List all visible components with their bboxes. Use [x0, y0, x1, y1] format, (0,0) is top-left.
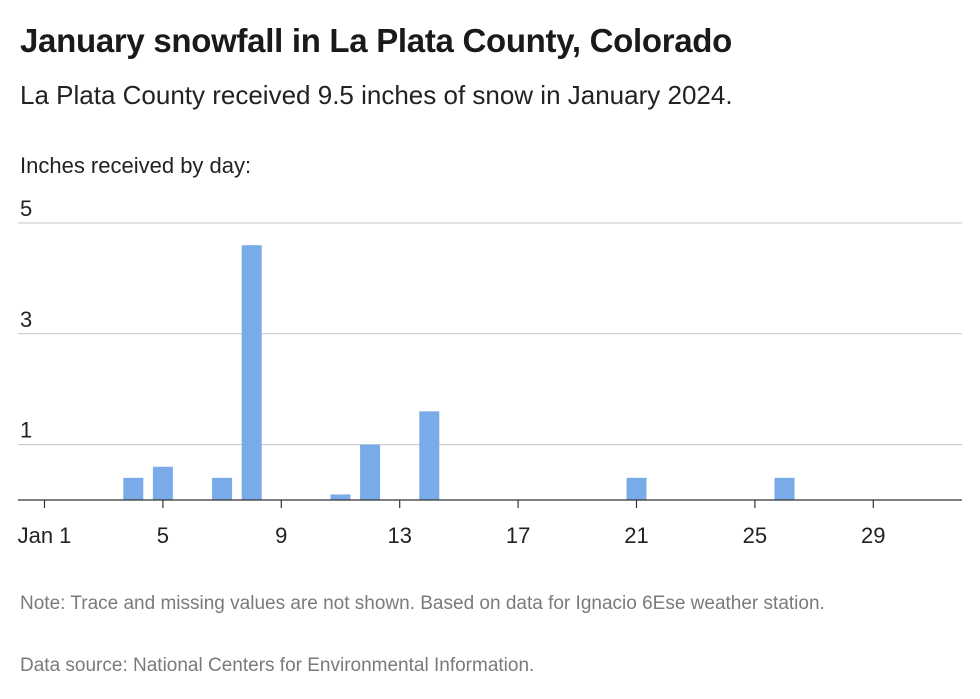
x-tick-label-13: 13 — [387, 523, 411, 548]
x-tick-label-29: 29 — [861, 523, 885, 548]
y-tick-label-1: 1 — [20, 418, 32, 443]
y-tick-label-5: 5 — [20, 196, 32, 221]
x-tick-label-21: 21 — [624, 523, 648, 548]
footnote: Note: Trace and missing values are not s… — [20, 593, 825, 614]
bar-jan-12 — [360, 444, 381, 500]
bar-jan-21 — [626, 477, 647, 500]
data-source: Data source: National Centers for Enviro… — [20, 655, 535, 676]
bar-jan-5 — [152, 466, 173, 500]
y-tick-label-3: 3 — [20, 307, 32, 332]
x-ticks: Jan 1 5 9 13 17 21 25 29 — [18, 500, 886, 548]
bars — [123, 245, 795, 500]
bar-chart: 135 Jan 1 5 9 13 17 21 25 29 — [18, 196, 962, 548]
bar-jan-11 — [330, 494, 351, 500]
bar-jan-14 — [419, 411, 440, 500]
bar-jan-8 — [241, 245, 262, 500]
bar-jan-7 — [212, 477, 233, 500]
x-tick-label-17: 17 — [506, 523, 530, 548]
bar-jan-26 — [774, 477, 795, 500]
y-axis-label: Inches received by day: — [20, 153, 252, 178]
bar-jan-4 — [123, 477, 144, 500]
chart-title: January snowfall in La Plata County, Col… — [20, 22, 733, 59]
x-tick-label-9: 9 — [275, 523, 287, 548]
x-tick-label-25: 25 — [743, 523, 767, 548]
chart-subtitle: La Plata County received 9.5 inches of s… — [20, 80, 733, 110]
x-tick-label-1: Jan 1 — [18, 523, 72, 548]
gridlines — [18, 222, 962, 446]
x-tick-label-5: 5 — [157, 523, 169, 548]
y-tick-labels: 1 3 5 — [20, 196, 32, 443]
